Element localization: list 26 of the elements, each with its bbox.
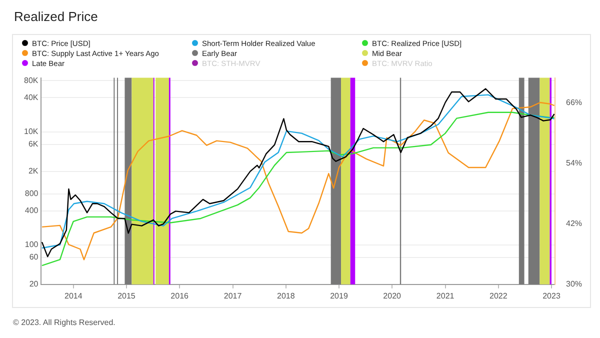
x-tick-label: 2019 [330,291,348,300]
x-tick-label: 2021 [436,291,455,300]
y-tick-label: 60 [29,252,39,262]
y-tick-label: 20 [29,280,39,289]
y-tick-label: 400 [24,206,39,216]
x-tick-label: 2020 [383,291,402,300]
x-tick-label: 2018 [276,291,296,300]
chart-title: Realized Price [14,9,98,24]
x-tick-label: 2016 [170,291,190,300]
y-tick-label: 6K [28,140,39,149]
x-tick-label: 2017 [224,291,242,300]
y-tick-label: 800 [24,189,39,198]
x-tick-label: 2023 [542,291,561,300]
y2-tick-label: 66% [566,98,582,108]
y2-tick-label: 54% [566,158,582,168]
x-tick-label: 2015 [118,291,136,300]
y-tick-label: 40K [24,92,39,102]
y-tick-label: 10K [24,126,39,136]
y-tick-label: 100 [24,240,39,250]
x-tick-label: 2022 [490,291,508,300]
y-tick-label: 80K [24,76,39,85]
y2-tick-label: 30% [566,280,582,289]
y-tick-label: 2K [28,166,39,176]
y2-tick-label: 42% [566,219,582,228]
x-tick-label: 2014 [64,291,83,300]
text: © 2023. All Rights Reserved. [13,318,116,327]
